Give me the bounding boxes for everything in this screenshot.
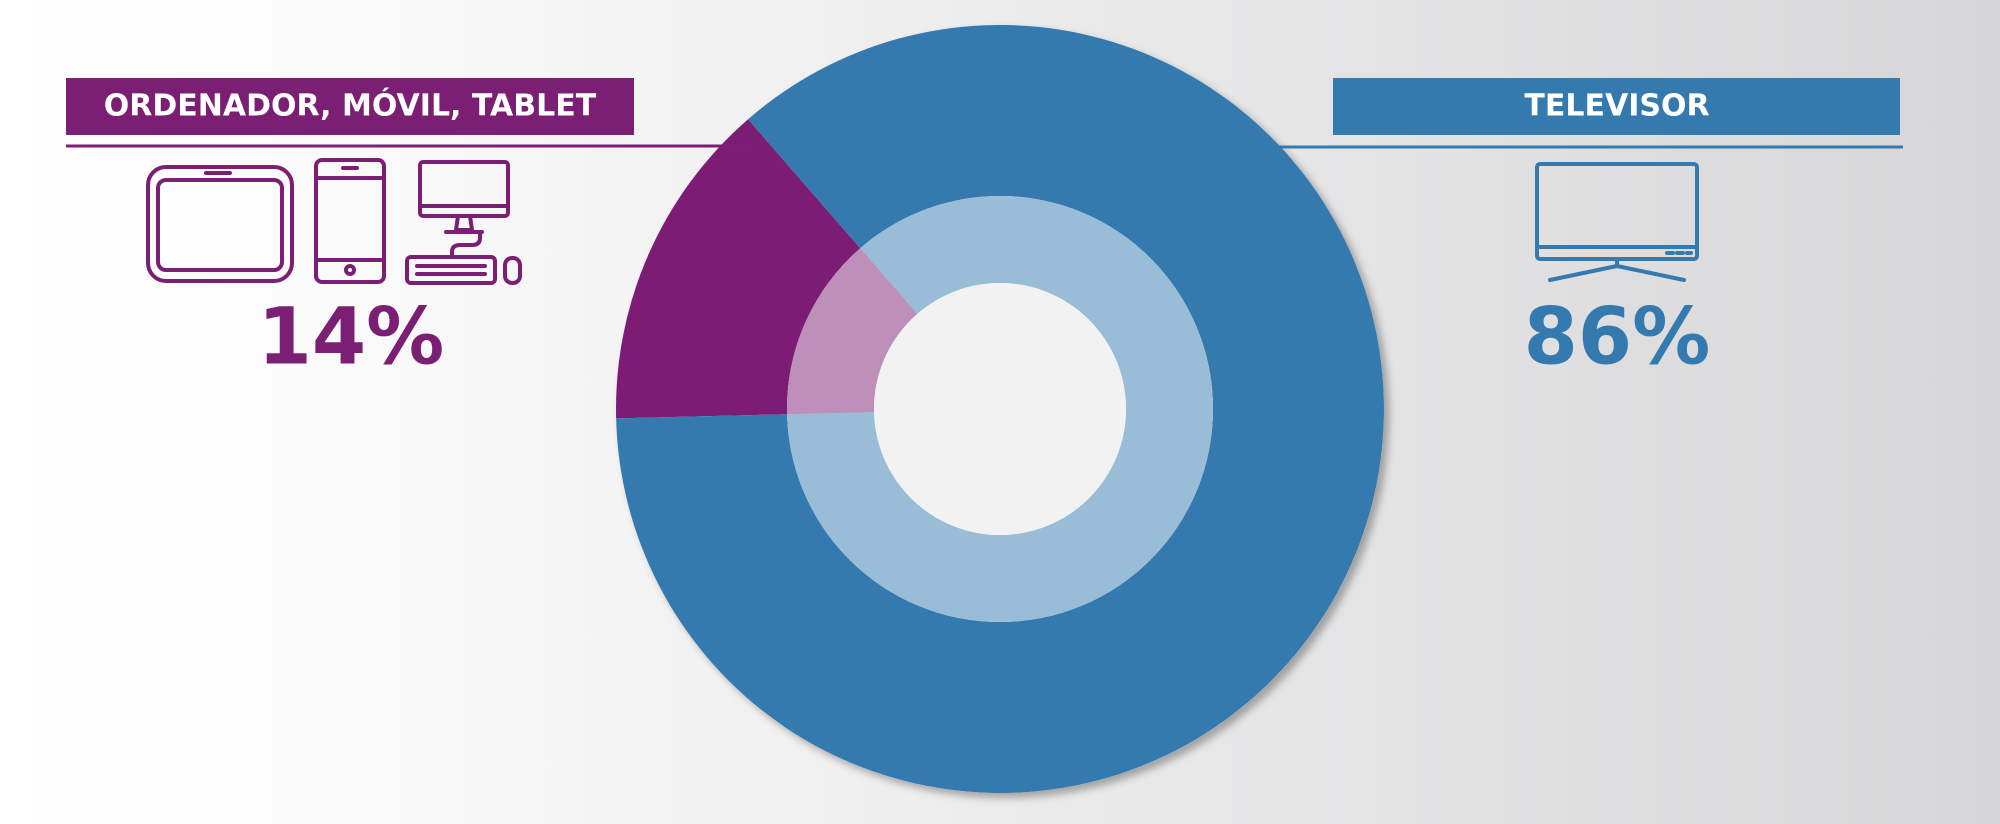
category-label: TELEVISOR [1524, 89, 1709, 124]
donut-segment [616, 119, 861, 419]
header-box [66, 78, 634, 135]
donut-segment [616, 24, 1384, 793]
donut-hole [874, 283, 1126, 535]
inner-segment [787, 248, 918, 415]
value-label: 14% [258, 292, 445, 382]
header-box [1333, 78, 1900, 135]
category-label: ORDENADOR, MÓVIL, TABLET [104, 87, 597, 124]
donut [616, 24, 1384, 793]
tv-icon [1535, 162, 1699, 282]
device-icons [146, 158, 522, 285]
inner-segment [787, 195, 1213, 622]
value-label: 86% [1524, 292, 1711, 382]
